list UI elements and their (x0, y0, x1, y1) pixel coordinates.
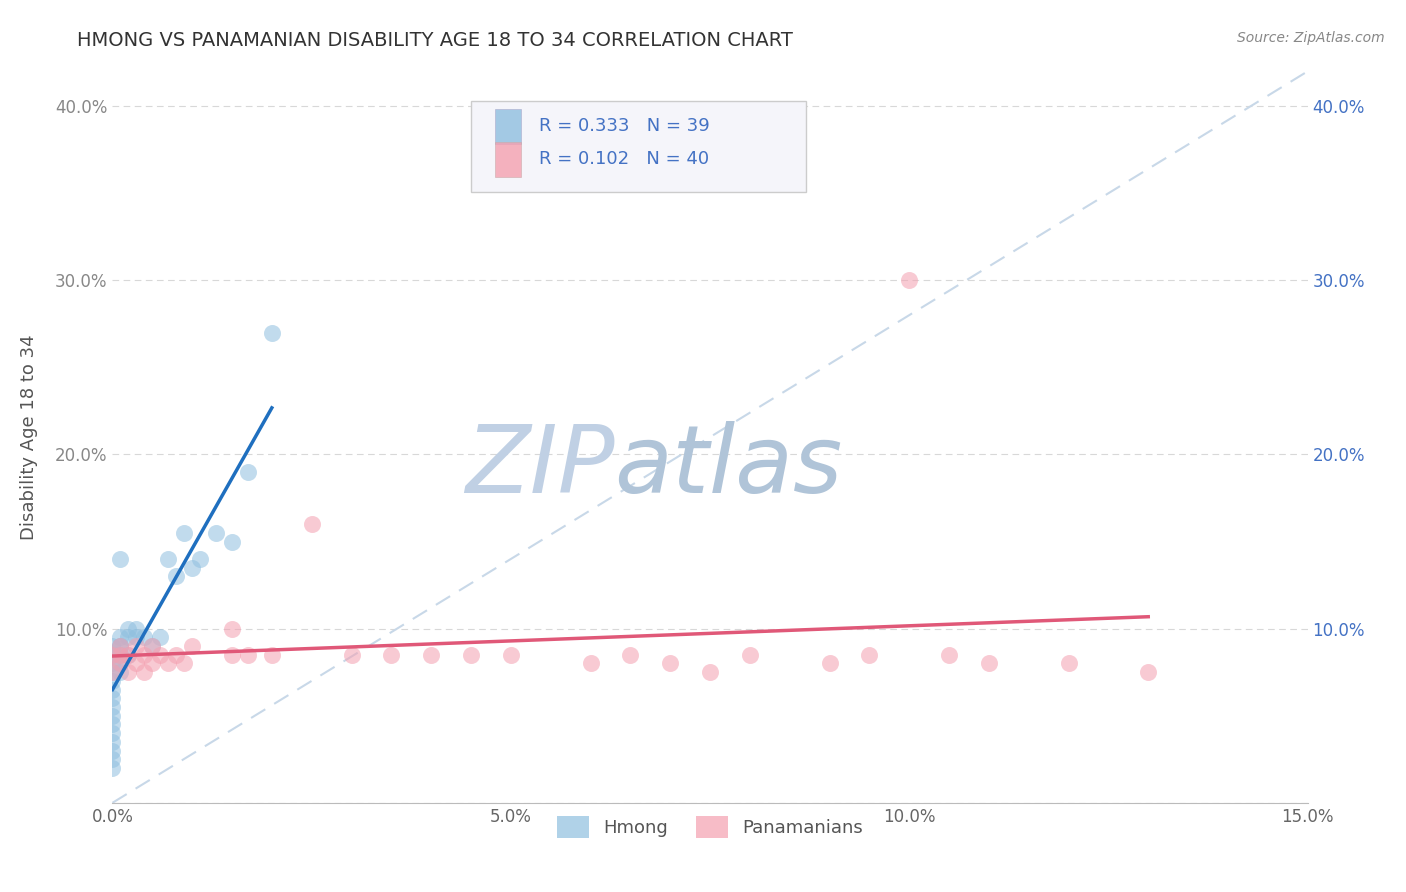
Point (101, 761, 124, 775)
Point (101, 665, 124, 680)
Point (157, 552, 180, 566)
Point (110, 648, 132, 662)
Point (149, 648, 172, 662)
Point (221, 648, 243, 662)
Text: Source: ZipAtlas.com: Source: ZipAtlas.com (1237, 31, 1385, 45)
Text: atlas: atlas (614, 421, 842, 512)
Point (173, 525, 195, 540)
Point (141, 639, 163, 653)
Point (134, 648, 156, 662)
Point (340, 648, 363, 662)
Point (117, 622, 139, 636)
Point (818, 657, 841, 671)
Point (165, 569, 187, 583)
Point (898, 273, 921, 287)
Point (141, 657, 163, 671)
Point (260, 326, 283, 340)
Point (110, 639, 132, 653)
Point (101, 691, 124, 706)
Point (141, 639, 163, 653)
Point (858, 648, 880, 662)
Point (117, 665, 139, 680)
Point (221, 622, 243, 636)
Point (236, 465, 259, 479)
Point (380, 648, 402, 662)
Point (101, 752, 124, 766)
Point (117, 648, 139, 662)
Point (236, 648, 259, 662)
Point (1137, 665, 1160, 680)
Point (205, 525, 228, 540)
Point (110, 639, 132, 653)
Point (101, 735, 124, 749)
Text: R = 0.333   N = 39: R = 0.333 N = 39 (538, 117, 710, 136)
Text: ZIP: ZIP (465, 421, 614, 512)
Point (181, 560, 204, 574)
Point (221, 534, 243, 549)
Point (1057, 657, 1080, 671)
Point (101, 639, 124, 653)
Point (188, 552, 211, 566)
Point (499, 648, 522, 662)
Point (181, 639, 204, 653)
Point (125, 657, 148, 671)
Point (977, 657, 1000, 671)
Text: R = 0.102   N = 40: R = 0.102 N = 40 (538, 150, 709, 168)
Point (101, 717, 124, 731)
Point (579, 657, 602, 671)
Point (101, 708, 124, 723)
Point (619, 648, 641, 662)
Point (117, 648, 139, 662)
Point (110, 552, 132, 566)
Point (101, 673, 124, 688)
Point (110, 665, 132, 680)
Y-axis label: Disability Age 18 to 34: Disability Age 18 to 34 (21, 334, 38, 540)
Point (101, 682, 124, 697)
Point (134, 631, 156, 645)
Point (699, 665, 721, 680)
Point (101, 648, 124, 662)
Point (101, 648, 124, 662)
Text: HMONG VS PANAMANIAN DISABILITY AGE 18 TO 34 CORRELATION CHART: HMONG VS PANAMANIAN DISABILITY AGE 18 TO… (77, 31, 793, 50)
Point (110, 631, 132, 645)
Point (117, 631, 139, 645)
Point (101, 700, 124, 714)
Bar (495, 142, 522, 177)
Point (125, 639, 148, 653)
Point (110, 639, 132, 653)
Point (134, 665, 156, 680)
Point (157, 657, 180, 671)
Point (125, 631, 148, 645)
Bar (495, 109, 522, 144)
Legend: Hmong, Panamanians: Hmong, Panamanians (550, 808, 870, 845)
Point (738, 648, 761, 662)
Point (101, 726, 124, 740)
Point (173, 657, 195, 671)
Point (110, 648, 132, 662)
Point (149, 631, 172, 645)
Point (420, 648, 443, 662)
Point (260, 648, 283, 662)
Point (101, 665, 124, 680)
Point (659, 657, 682, 671)
Point (101, 743, 124, 757)
Point (301, 517, 323, 532)
Point (460, 648, 482, 662)
Point (125, 622, 148, 636)
Point (110, 657, 132, 671)
Point (165, 648, 187, 662)
Point (101, 657, 124, 671)
FancyBboxPatch shape (471, 101, 806, 192)
Point (110, 657, 132, 671)
Point (938, 648, 960, 662)
